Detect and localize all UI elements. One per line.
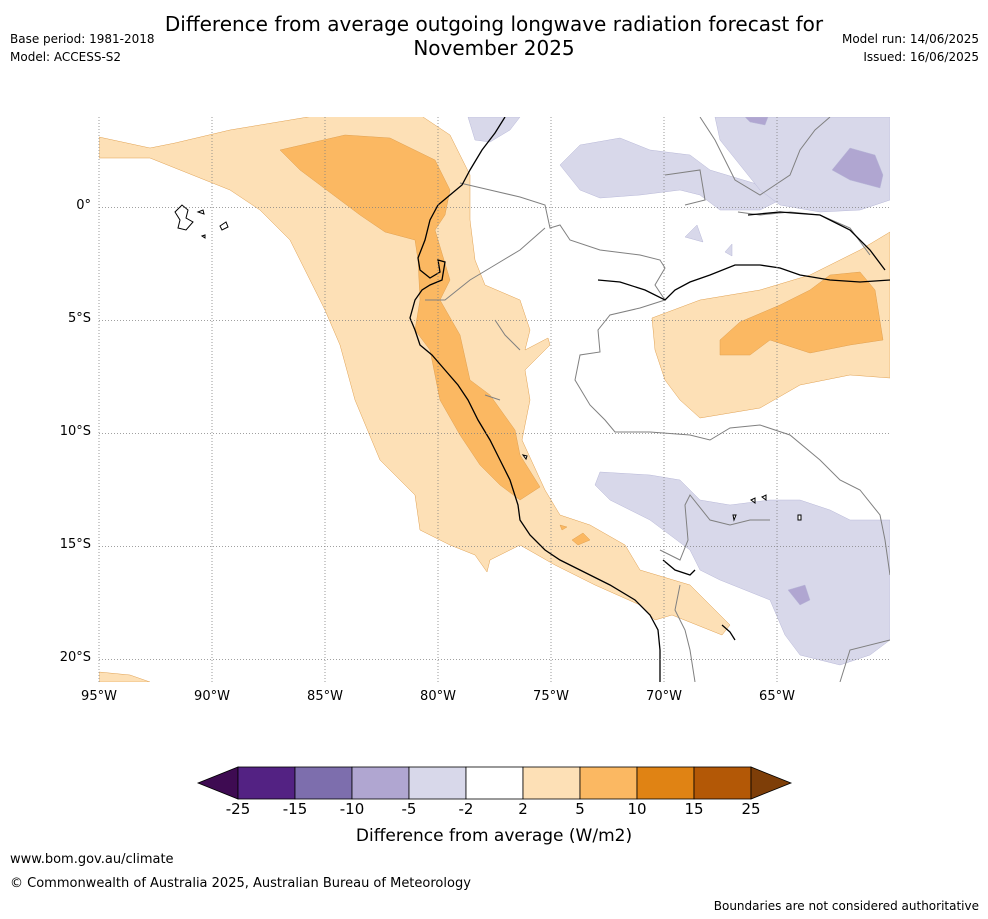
colorbar-segment (579, 766, 638, 800)
base-period: Base period: 1981-2018 (10, 32, 155, 46)
colorbar-segment (351, 766, 410, 800)
map-area (99, 117, 890, 682)
colorbar-label: Difference from average (W/m2) (355, 826, 633, 846)
colorbar-extend-high (750, 766, 793, 800)
colorbar-segment (237, 766, 296, 800)
meta-right: Model run: 14/06/2025 Issued: 16/06/2025 (842, 30, 979, 66)
lon-label: 65°W (759, 689, 795, 704)
colorbar-segment (465, 766, 524, 800)
graticule (98, 117, 890, 682)
model-name: Model: ACCESS-S2 (10, 50, 122, 64)
lon-label: 95°W (81, 689, 117, 704)
colorbar-segment (693, 766, 752, 800)
lat-label: 5°S (67, 311, 91, 327)
colorbar-extend-low (196, 766, 239, 800)
colorbar-tick-label: -2 (458, 800, 474, 818)
colorbar-segment (636, 766, 695, 800)
title-line-2: November 2025 (413, 36, 575, 60)
colorbar-tick-label: -25 (225, 800, 251, 818)
lon-label: 70°W (646, 689, 682, 704)
colorbar-tick-label: 5 (575, 800, 585, 818)
colorbar-segment (408, 766, 467, 800)
colorbar-tick-label: 2 (518, 800, 528, 818)
lon-label: 90°W (194, 689, 230, 704)
colorbar-tick-label: -15 (282, 800, 308, 818)
anomaly-negative-light (467, 117, 890, 666)
colorbar (196, 766, 793, 800)
footer-copyright: © Commonwealth of Australia 2025, Austra… (10, 876, 471, 891)
anomaly-negative-mid (744, 117, 884, 606)
colorbar-tick-label: 15 (684, 800, 704, 818)
colorbar-tick-label: -10 (339, 800, 365, 818)
colorbar-segment (294, 766, 353, 800)
islands (174, 204, 802, 522)
lon-label: 80°W (420, 689, 456, 704)
lon-label: 85°W (307, 689, 343, 704)
chart-title: Difference from average outgoing longwav… (0, 12, 988, 60)
lat-label: 0° (76, 198, 91, 214)
colorbar-tick-label: 25 (741, 800, 761, 818)
colorbar-segment (522, 766, 581, 800)
coastline (409, 117, 890, 682)
model-run: Model run: 14/06/2025 (841, 32, 979, 46)
meta-left: Base period: 1981-2018 Model: ACCESS-S2 (10, 30, 155, 66)
colorbar-tick-label: -5 (401, 800, 417, 818)
lon-label: 75°W (533, 689, 569, 704)
lat-label: 20°S (59, 650, 91, 666)
anomaly-positive-mid (279, 134, 884, 546)
issued-date: Issued: 16/06/2025 (863, 50, 979, 64)
lat-label: 10°S (59, 424, 91, 440)
lat-label: 15°S (59, 537, 91, 553)
footer-disclaimer: Boundaries are not considered authoritat… (713, 899, 979, 913)
title-line-1: Difference from average outgoing longwav… (164, 12, 824, 36)
colorbar-tick-label: 10 (627, 800, 647, 818)
footer-url[interactable]: www.bom.gov.au/climate (10, 852, 174, 867)
